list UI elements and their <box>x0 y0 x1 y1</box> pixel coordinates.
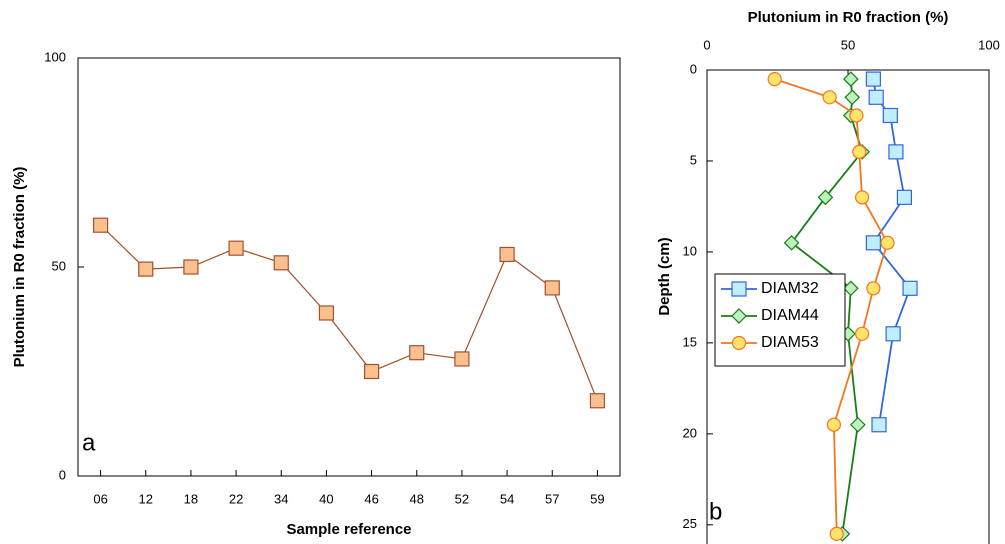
marker <box>854 326 870 341</box>
marker <box>589 393 606 409</box>
marker <box>888 144 904 160</box>
marker <box>871 417 887 433</box>
marker <box>842 71 859 87</box>
y-tick-label: 25 <box>683 516 697 531</box>
marker <box>880 235 895 250</box>
x-tick-label: 57 <box>545 491 559 506</box>
y-axis-title: Plutonium in R0 fraction (%) <box>11 167 28 368</box>
legend-label: DIAM32 <box>761 280 819 297</box>
x-axis-title: Sample reference <box>286 521 411 538</box>
marker <box>409 345 425 361</box>
x-tick-label: 100 <box>978 37 1000 52</box>
y-tick-label: 0 <box>690 61 697 76</box>
x-tick-label: 40 <box>319 491 333 506</box>
marker <box>842 280 859 297</box>
y-tick-label: 50 <box>52 258 66 273</box>
x-tick-label: 12 <box>139 491 153 506</box>
x-axis-title: Plutonium in R0 fraction (%) <box>748 9 949 26</box>
legend-label: DIAM44 <box>761 307 819 324</box>
marker <box>885 326 901 342</box>
annotation: b <box>709 498 722 525</box>
x-tick-label: 22 <box>229 491 243 506</box>
legend-label: DIAM53 <box>761 334 819 351</box>
x-tick-label: 46 <box>364 491 378 506</box>
marker <box>868 89 884 105</box>
marker <box>767 71 782 87</box>
y-tick-label: 100 <box>44 49 66 64</box>
marker <box>849 108 864 123</box>
y-tick-label: 0 <box>59 467 66 482</box>
x-tick-label: 06 <box>93 491 107 506</box>
x-tick-label: 50 <box>841 37 855 52</box>
marker <box>228 240 244 256</box>
marker <box>731 281 747 297</box>
x-tick-label: 59 <box>590 491 604 506</box>
marker <box>363 363 380 380</box>
marker <box>882 107 898 124</box>
marker <box>783 234 800 251</box>
marker <box>817 189 834 206</box>
marker <box>902 280 918 296</box>
marker <box>454 351 470 367</box>
marker <box>844 89 861 106</box>
marker <box>865 71 881 87</box>
series-line <box>100 224 598 401</box>
y-axis-title: Depth (cm) <box>656 237 673 315</box>
y-tick-label: 20 <box>683 425 697 440</box>
marker <box>896 189 913 205</box>
x-tick-label: 0 <box>703 37 710 52</box>
x-tick-label: 18 <box>184 491 198 506</box>
y-tick-label: 15 <box>683 334 697 349</box>
marker <box>544 280 560 296</box>
marker <box>826 417 842 432</box>
x-tick-label: 54 <box>500 491 514 506</box>
annotation: a <box>82 429 96 456</box>
series-line <box>872 78 912 425</box>
marker <box>183 259 199 275</box>
marker <box>829 526 844 542</box>
marker <box>273 255 289 271</box>
marker <box>731 308 747 324</box>
y-tick-label: 10 <box>683 243 697 258</box>
x-tick-label: 34 <box>274 491 288 506</box>
plot-frame <box>77 57 621 477</box>
marker <box>499 246 515 263</box>
marker <box>852 144 867 159</box>
x-tick-label: 52 <box>455 491 469 506</box>
marker <box>850 416 866 433</box>
marker <box>92 217 109 233</box>
y-tick-label: 5 <box>690 152 697 167</box>
series-line <box>774 78 889 534</box>
marker <box>318 305 335 321</box>
marker <box>138 261 154 277</box>
marker <box>854 190 870 205</box>
series-line <box>790 79 864 535</box>
x-tick-label: 48 <box>410 491 424 506</box>
marker <box>731 335 747 351</box>
marker <box>822 90 837 105</box>
marker <box>865 235 881 251</box>
marker <box>866 281 881 296</box>
